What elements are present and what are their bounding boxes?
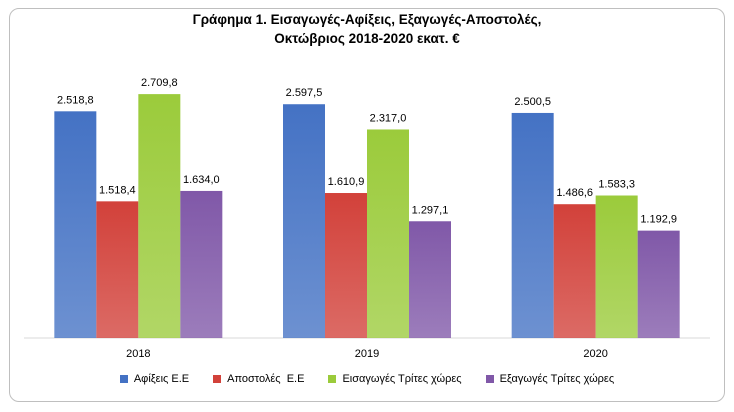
bar-2020-1 [511, 112, 554, 338]
chart-title: Γράφημα 1. Εισαγωγές-Αφίξεις, Εξαγωγές-Α… [0, 10, 734, 48]
bar-2018-4 [180, 190, 223, 338]
data-label-2019-4: 1.297,1 [412, 204, 449, 216]
legend-label-2: Αποστολές Ε.Ε [227, 373, 305, 385]
bar-2020-3 [595, 195, 638, 338]
bar-2020-2 [553, 204, 596, 338]
legend-swatch-4 [485, 375, 494, 383]
data-label-2018-4: 1.634,0 [183, 174, 220, 186]
data-label-2018-2: 1.518,4 [99, 184, 136, 196]
data-label-2020-3: 1.583,3 [598, 179, 635, 191]
legend-swatch-1 [119, 375, 128, 383]
legend-item-4: Εξαγωγές Τρίτες χώρες [485, 373, 615, 385]
bar-2019-4 [409, 221, 451, 338]
data-label-2020-2: 1.486,6 [556, 187, 593, 199]
data-label-2020-4: 1.192,9 [640, 214, 677, 226]
bar-2020-4 [637, 230, 680, 338]
chart-title-line-2: Οκτώβριος 2018-2020 εκατ. € [274, 31, 460, 46]
x-tick-label-2020: 2020 [583, 348, 607, 360]
legend-swatch-3 [328, 375, 337, 383]
x-tick-label-2018: 2018 [126, 348, 150, 360]
bar-2018-3 [138, 94, 181, 338]
legend-item-3: Εισαγωγές Τρίτες χώρες [328, 373, 462, 385]
chart-title-line-1: Γράφημα 1. Εισαγωγές-Αφίξεις, Εξαγωγές-Α… [192, 12, 542, 27]
bar-2019-3 [367, 129, 409, 338]
bar-2019-2 [325, 193, 367, 338]
legend-item-2: Αποστολές Ε.Ε [213, 373, 304, 385]
data-label-2019-3: 2.317,0 [370, 112, 407, 124]
legend-label-1: Αφίξεις Ε.Ε [133, 373, 190, 385]
data-label-2018-3: 2.709,8 [141, 77, 178, 89]
legend-label-4: Εξαγωγές Τρίτες χώρες [499, 373, 615, 385]
bar-2018-1 [54, 111, 97, 338]
data-label-2019-2: 1.610,9 [328, 176, 365, 188]
legend-label-3: Εισαγωγές Τρίτες χώρες [342, 373, 462, 385]
bar-2019-1 [283, 104, 325, 338]
data-label-2019-1: 2.597,5 [286, 87, 323, 99]
legend-swatch-2 [213, 375, 222, 383]
data-label-2018-1: 2.518,8 [57, 94, 94, 106]
data-label-2020-1: 2.500,5 [514, 96, 551, 108]
chart-legend: Αφίξεις Ε.Ε Αποστολές Ε.Ε Εισαγωγές Τρίτες… [0, 373, 734, 385]
legend-item-1: Αφίξεις Ε.Ε [119, 373, 190, 385]
x-tick-label-2019: 2019 [355, 348, 379, 360]
bar-2018-2 [96, 201, 139, 338]
